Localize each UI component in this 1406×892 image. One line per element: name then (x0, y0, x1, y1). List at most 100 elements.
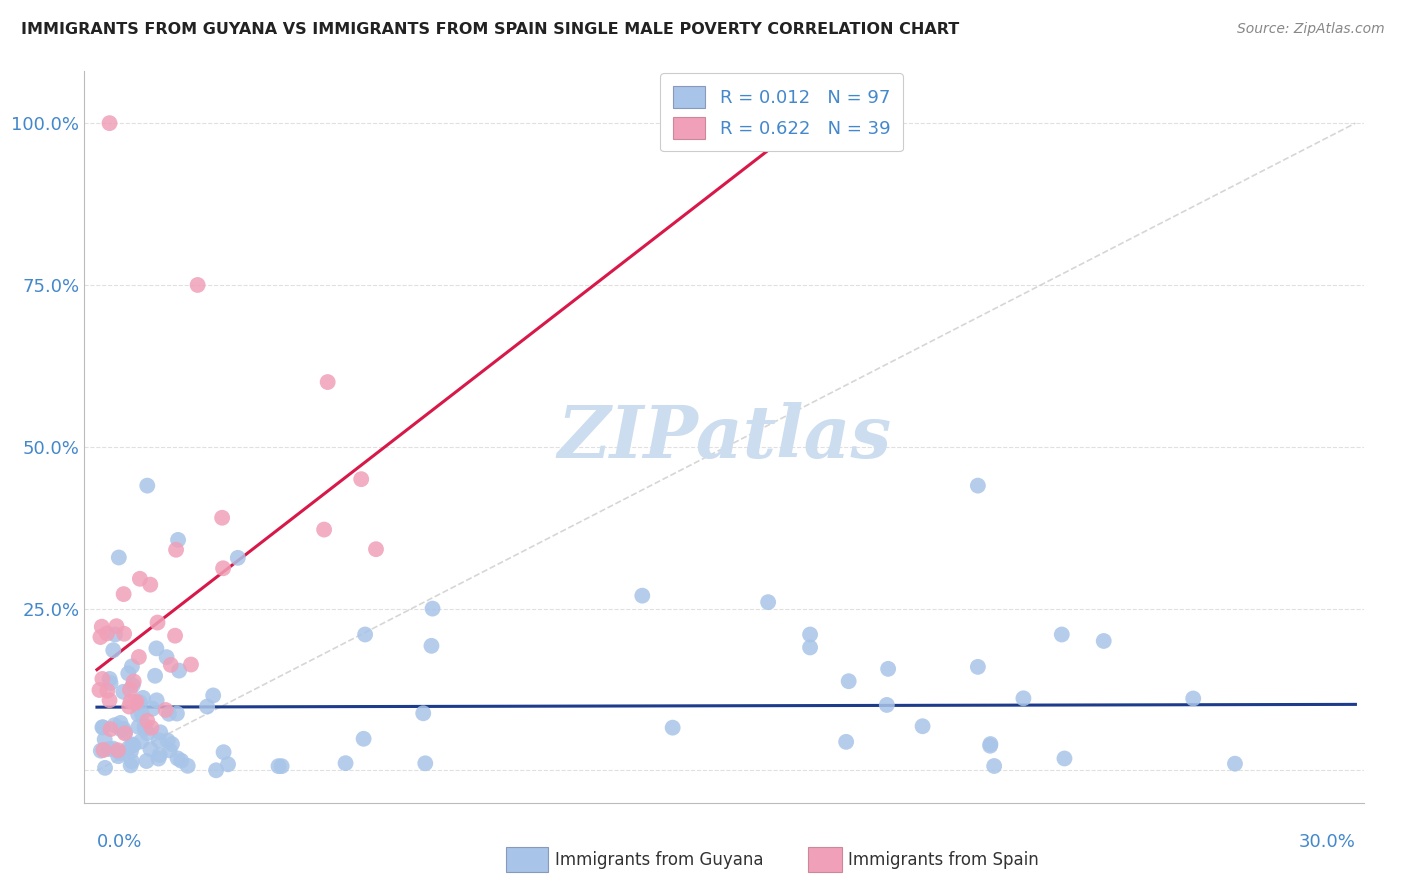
Point (89, 630, 111, 644)
Point (135, 754, 157, 768)
Point (799, 640, 821, 655)
Point (136, 726, 159, 740)
Point (314, 523, 336, 537)
Point (114, 725, 136, 739)
Point (177, 759, 200, 773)
Point (112, 626, 135, 640)
Point (165, 542, 187, 557)
Point (103, 718, 125, 732)
Point (96, 683, 118, 698)
Text: Immigrants from Spain: Immigrants from Spain (848, 851, 1039, 869)
Point (98, 693, 121, 707)
Point (121, 678, 143, 692)
Point (877, 662, 900, 676)
Point (350, 472, 373, 486)
Point (143, 669, 166, 683)
Point (120, 694, 142, 708)
Point (1092, 634, 1115, 648)
Point (121, 659, 143, 673)
Point (100, 676, 122, 690)
Point (101, 741, 124, 756)
Point (180, 657, 202, 672)
Point (104, 627, 127, 641)
Point (155, 650, 177, 665)
Point (420, 639, 443, 653)
Point (120, 758, 142, 772)
Point (353, 731, 375, 746)
Point (364, 542, 387, 557)
Point (170, 754, 193, 768)
Text: ZIPatlas: ZIPatlas (557, 401, 891, 473)
Point (756, 595, 779, 609)
Point (121, 738, 143, 752)
Legend: R = 0.012   N = 97, R = 0.622   N = 39: R = 0.012 N = 97, R = 0.622 N = 39 (661, 73, 903, 152)
Point (165, 629, 187, 643)
Point (121, 755, 143, 769)
Point (799, 627, 821, 641)
Point (631, 589, 654, 603)
Point (134, 722, 156, 736)
Point (141, 702, 163, 716)
Point (118, 699, 141, 714)
Point (139, 577, 162, 591)
Point (983, 759, 1005, 773)
Point (89, 683, 111, 698)
Point (148, 733, 170, 747)
Point (110, 715, 132, 730)
Text: Source: ZipAtlas.com: Source: ZipAtlas.com (1237, 22, 1385, 37)
Point (149, 725, 172, 739)
Point (160, 737, 183, 751)
Point (139, 742, 162, 756)
Point (157, 706, 180, 721)
Point (117, 666, 139, 681)
Point (145, 641, 167, 656)
Point (118, 682, 141, 697)
Point (122, 674, 145, 689)
Point (128, 695, 150, 709)
Point (422, 601, 444, 615)
Point (118, 740, 141, 755)
Point (91, 720, 114, 734)
Point (146, 615, 169, 630)
Point (122, 739, 145, 753)
Point (145, 693, 167, 707)
Point (93, 743, 115, 757)
Point (136, 714, 159, 728)
Point (876, 698, 898, 712)
Point (217, 757, 239, 772)
Text: Immigrants from Guyana: Immigrants from Guyana (555, 851, 763, 869)
Point (1223, 756, 1246, 771)
Point (90, 744, 112, 758)
Point (141, 721, 163, 735)
Point (967, 478, 990, 492)
Point (100, 722, 122, 736)
Point (166, 706, 188, 721)
Point (156, 733, 179, 747)
Point (128, 572, 150, 586)
Point (166, 751, 188, 765)
Point (103, 643, 125, 657)
Point (107, 743, 129, 757)
Point (979, 737, 1001, 751)
Point (134, 719, 156, 733)
Point (155, 703, 177, 717)
Point (112, 722, 135, 736)
Point (202, 689, 225, 703)
Point (114, 726, 136, 740)
Point (108, 550, 131, 565)
Point (967, 660, 990, 674)
Point (159, 743, 181, 757)
Point (661, 721, 683, 735)
Point (98, 742, 121, 756)
Text: 30.0%: 30.0% (1299, 833, 1355, 851)
Point (354, 627, 377, 641)
Point (212, 561, 235, 575)
Point (98, 116, 121, 130)
Point (212, 745, 235, 759)
Point (120, 744, 142, 758)
Point (91, 672, 114, 686)
Point (167, 664, 190, 678)
Point (270, 759, 292, 773)
Point (110, 746, 132, 760)
Point (107, 749, 129, 764)
